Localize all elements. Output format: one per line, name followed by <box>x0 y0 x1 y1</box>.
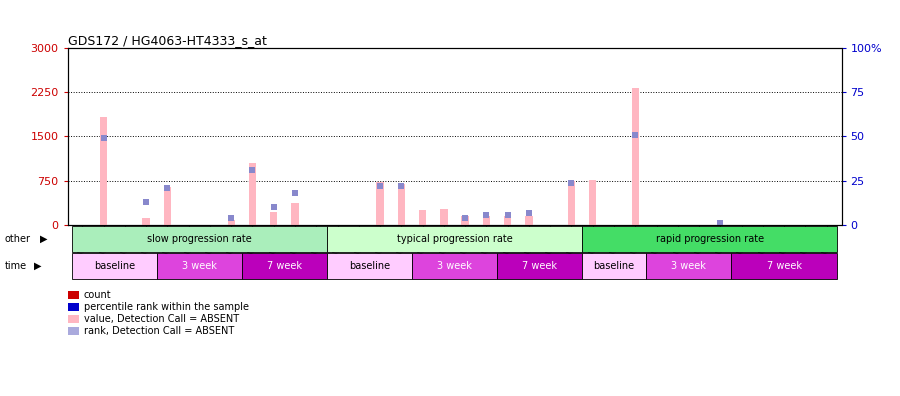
Point <box>628 131 643 138</box>
Bar <box>589 180 597 225</box>
Bar <box>157 253 242 279</box>
Bar <box>164 187 171 225</box>
Bar <box>248 163 256 225</box>
Bar <box>398 184 405 225</box>
Text: 7 week: 7 week <box>267 261 302 271</box>
Bar <box>582 226 837 252</box>
Text: 7 week: 7 week <box>522 261 557 271</box>
Bar <box>228 220 235 225</box>
Text: other: other <box>4 234 31 244</box>
Text: baseline: baseline <box>593 261 634 271</box>
Text: rank, Detection Call = ABSENT: rank, Detection Call = ABSENT <box>84 326 234 336</box>
Bar <box>731 253 837 279</box>
Point <box>96 135 111 141</box>
Point <box>373 183 387 189</box>
Text: 3 week: 3 week <box>182 261 217 271</box>
Point <box>713 220 727 227</box>
Bar <box>568 181 575 225</box>
Bar <box>526 216 533 225</box>
Point <box>394 183 409 189</box>
Bar <box>462 216 469 225</box>
Text: ▶: ▶ <box>34 261 41 271</box>
Bar <box>418 210 427 225</box>
Point <box>246 167 260 173</box>
Point <box>522 209 536 216</box>
Text: 3 week: 3 week <box>671 261 706 271</box>
Text: baseline: baseline <box>94 261 135 271</box>
Text: typical progression rate: typical progression rate <box>397 234 512 244</box>
Text: value, Detection Call = ABSENT: value, Detection Call = ABSENT <box>84 314 238 324</box>
Bar <box>482 216 491 225</box>
Text: 7 week: 7 week <box>767 261 802 271</box>
Bar <box>292 203 299 225</box>
Bar <box>376 182 383 225</box>
Bar <box>632 88 639 225</box>
Point <box>458 215 473 221</box>
Point <box>266 204 281 211</box>
Point <box>139 199 153 205</box>
Text: time: time <box>4 261 27 271</box>
Text: ▶: ▶ <box>40 234 47 244</box>
Bar <box>646 253 731 279</box>
Bar <box>142 217 150 225</box>
Bar <box>100 118 107 225</box>
Text: percentile rank within the sample: percentile rank within the sample <box>84 302 248 312</box>
Bar <box>72 253 157 279</box>
Point <box>500 211 515 218</box>
Point <box>160 185 175 191</box>
Text: rapid progression rate: rapid progression rate <box>655 234 764 244</box>
Text: count: count <box>84 290 112 300</box>
Bar <box>497 253 582 279</box>
Point <box>479 211 493 218</box>
Bar <box>242 253 327 279</box>
Text: baseline: baseline <box>349 261 390 271</box>
Point <box>224 215 238 221</box>
Bar <box>440 209 447 225</box>
Text: GDS172 / HG4063-HT4333_s_at: GDS172 / HG4063-HT4333_s_at <box>68 34 266 48</box>
Point <box>288 190 302 196</box>
Bar <box>504 216 511 225</box>
Bar <box>327 253 412 279</box>
Bar <box>412 253 497 279</box>
Text: 3 week: 3 week <box>437 261 472 271</box>
Bar <box>582 253 646 279</box>
Bar <box>327 226 582 252</box>
Bar <box>270 211 277 225</box>
Point <box>564 179 579 186</box>
Bar <box>72 226 327 252</box>
Text: slow progression rate: slow progression rate <box>147 234 252 244</box>
